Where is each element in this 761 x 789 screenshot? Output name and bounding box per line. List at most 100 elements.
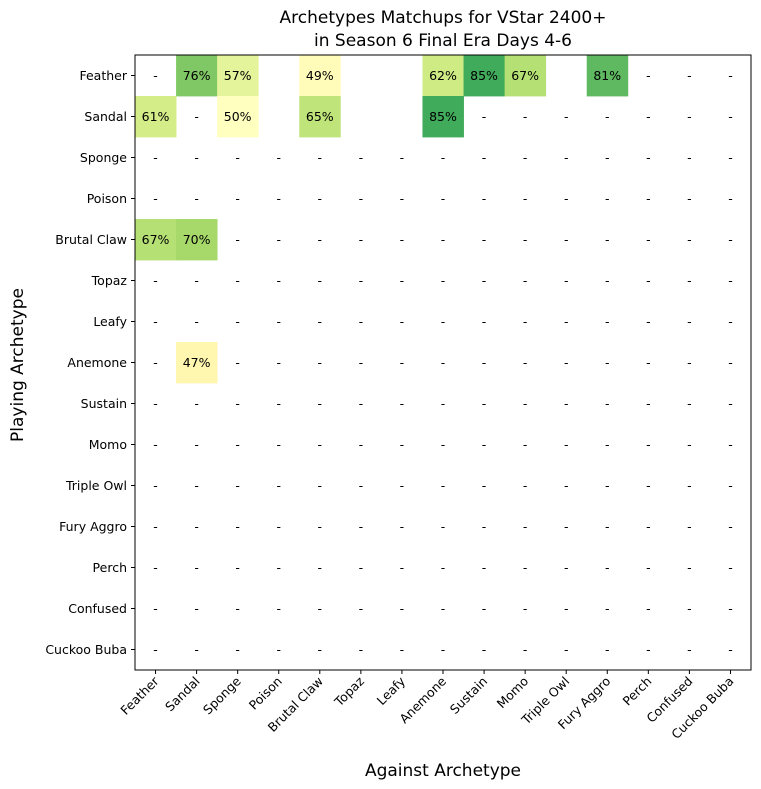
y-axis-ticks: Feather Sandal Sponge Poison Brutal Claw Topa… [45, 68, 135, 657]
cell-empty-marker: - [646, 560, 651, 575]
cell-empty-marker: - [400, 642, 405, 657]
cell-empty-marker: - [153, 314, 158, 329]
cell-empty-marker: - [235, 642, 240, 657]
cell-empty-marker: - [523, 314, 528, 329]
cell-empty-marker: - [687, 273, 692, 288]
heatmap-cell [422, 55, 464, 97]
cell-empty-marker: - [728, 642, 733, 657]
cell-empty-marker: - [482, 396, 487, 411]
cell-empty-marker: - [523, 478, 528, 493]
cell-empty-marker: - [687, 601, 692, 616]
cell-empty-marker: - [564, 191, 569, 206]
cell-empty-marker: - [605, 232, 610, 247]
cell-empty-marker: - [194, 109, 199, 124]
cell-empty-marker: - [523, 560, 528, 575]
cell-empty-marker: - [276, 519, 281, 534]
chart-title-line-1: Archetypes Matchups for VStar 2400+ [280, 8, 607, 28]
y-tick-label-sustain: Sustain [81, 396, 127, 411]
cell-empty-marker: - [646, 191, 651, 206]
cell-empty-marker: - [728, 191, 733, 206]
cell-empty-marker: - [400, 437, 405, 452]
cell-empty-marker: - [235, 232, 240, 247]
cell-empty-marker: - [194, 642, 199, 657]
cell-empty-marker: - [646, 314, 651, 329]
cell-empty-marker: - [728, 437, 733, 452]
cell-empty-marker: - [646, 519, 651, 534]
cell-empty-marker: - [687, 642, 692, 657]
cell-empty-marker: - [318, 560, 323, 575]
cell-empty-marker: - [318, 478, 323, 493]
cell-empty-marker: - [564, 314, 569, 329]
cell-empty-marker: - [194, 560, 199, 575]
cell-empty-marker: - [564, 601, 569, 616]
cell-empty-marker: - [605, 560, 610, 575]
cell-empty-marker: - [728, 314, 733, 329]
chart-title-line-2: in Season 6 Final Era Days 4-6 [314, 31, 572, 51]
cell-empty-marker: - [523, 191, 528, 206]
y-tick-label-fury-aggro: Fury Aggro [59, 519, 127, 534]
cell-empty-marker: - [400, 191, 405, 206]
cell-empty-marker: - [605, 519, 610, 534]
cell-value-label: 61% [142, 109, 170, 124]
cell-empty-marker: - [646, 478, 651, 493]
cell-empty-marker: - [564, 478, 569, 493]
cell-empty-marker: - [318, 396, 323, 411]
cell-value-label: 57% [224, 68, 252, 83]
cell-value-label: 81% [593, 68, 621, 83]
y-tick-label-triple-owl: Triple Owl [65, 478, 127, 493]
cell-empty-marker: - [235, 437, 240, 452]
cell-empty-marker: - [359, 642, 364, 657]
cell-empty-marker: - [359, 191, 364, 206]
cell-empty-marker: - [235, 519, 240, 534]
cell-empty-marker: - [482, 191, 487, 206]
cell-empty-marker: - [482, 273, 487, 288]
cell-empty-marker: - [482, 437, 487, 452]
cell-empty-marker: - [153, 396, 158, 411]
cell-empty-marker: - [276, 396, 281, 411]
cell-empty-marker: - [359, 601, 364, 616]
cell-empty-marker: - [482, 355, 487, 370]
cell-value-label: 50% [224, 109, 252, 124]
cell-empty-marker: - [482, 314, 487, 329]
y-tick-label-leafy: Leafy [93, 314, 127, 329]
cell-empty-marker: - [564, 519, 569, 534]
x-tick-label-leafy: Leafy [374, 673, 409, 708]
cell-empty-marker: - [276, 150, 281, 165]
cell-empty-marker: - [441, 396, 446, 411]
y-tick-label-confused: Confused [68, 601, 127, 616]
cell-empty-marker: - [276, 355, 281, 370]
cell-empty-marker: - [276, 478, 281, 493]
cell-value-label: 76% [183, 68, 211, 83]
cell-empty-marker: - [276, 232, 281, 247]
cell-empty-marker: - [441, 232, 446, 247]
cell-empty-marker: - [194, 478, 199, 493]
x-tick-label-poison: Poison [246, 674, 285, 713]
cell-empty-marker: - [276, 273, 281, 288]
x-tick-label-feather: Feather [117, 673, 162, 718]
cell-empty-marker: - [482, 232, 487, 247]
cell-empty-marker: - [400, 314, 405, 329]
cell-empty-marker: - [523, 109, 528, 124]
cell-empty-marker: - [564, 560, 569, 575]
cell-empty-marker: - [359, 232, 364, 247]
cell-empty-marker: - [153, 355, 158, 370]
cell-empty-marker: - [359, 519, 364, 534]
cell-empty-marker: - [318, 314, 323, 329]
cell-empty-marker: - [687, 191, 692, 206]
x-axis-label: Against Archetype [365, 761, 521, 781]
cell-empty-marker: - [523, 273, 528, 288]
cell-empty-marker: - [235, 601, 240, 616]
cell-value-label: 85% [429, 109, 457, 124]
cell-empty-marker: - [318, 150, 323, 165]
cell-empty-marker: - [194, 150, 199, 165]
cell-empty-marker: - [441, 191, 446, 206]
cell-empty-marker: - [687, 437, 692, 452]
y-tick-label-feather: Feather [79, 68, 127, 83]
cell-empty-marker: - [687, 355, 692, 370]
y-tick-label-topaz: Topaz [91, 273, 128, 288]
cell-empty-marker: - [153, 150, 158, 165]
cell-empty-marker: - [318, 232, 323, 247]
y-tick-label-sponge: Sponge [80, 150, 127, 165]
cell-empty-marker: - [482, 109, 487, 124]
